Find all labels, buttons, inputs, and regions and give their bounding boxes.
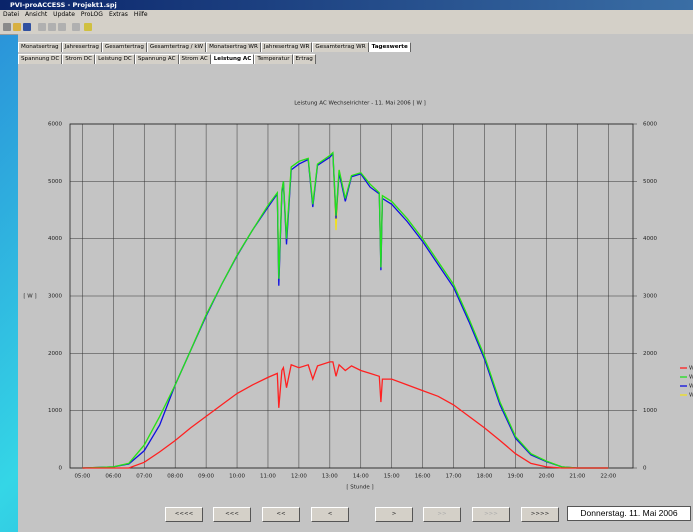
tab[interactable]: Jahresertrag <box>61 42 102 52</box>
menu-item[interactable]: ProLOG <box>80 11 103 18</box>
menu-item[interactable]: Extras <box>108 11 128 18</box>
x-tick-label: 16:00 <box>415 474 431 480</box>
legend-label: WR: 0 <box>689 384 693 390</box>
tool-icon[interactable] <box>3 23 11 31</box>
subtab[interactable]: Ertrag <box>292 54 316 64</box>
nav-button[interactable]: > <box>375 507 413 522</box>
x-tick-label: 19:00 <box>508 474 524 480</box>
tool-icon[interactable] <box>23 23 31 31</box>
x-tick-label: 10:00 <box>229 474 245 480</box>
y2-tick-label: 0 <box>643 466 647 472</box>
subtab[interactable]: Strom DC <box>62 54 96 64</box>
x-tick-label: 08:00 <box>167 474 183 480</box>
tool-icon[interactable] <box>84 23 92 31</box>
x-tick-label: 15:00 <box>384 474 400 480</box>
tool-icon[interactable] <box>72 23 80 31</box>
plot-frame <box>69 123 634 469</box>
x-tick-label: 17:00 <box>446 474 462 480</box>
y-tick-label: 4000 <box>48 236 62 242</box>
tab[interactable]: Gesamtertrag / kW <box>146 42 207 52</box>
subtab[interactable]: Spannung AC <box>134 54 179 64</box>
tab[interactable]: Tageswerte <box>368 42 411 52</box>
tool-icon[interactable] <box>48 23 56 31</box>
nav-button[interactable]: << <box>262 507 300 522</box>
nav-button: >>> <box>472 507 510 522</box>
x-tick-label: 18:00 <box>477 474 493 480</box>
nav-button[interactable]: <<<< <box>165 507 203 522</box>
legend-label: WR: 0 <box>689 366 693 372</box>
content-panel <box>18 34 693 532</box>
menu-item[interactable]: Ansicht <box>25 11 48 18</box>
series-line <box>82 151 609 469</box>
menu-item[interactable]: Update <box>53 11 75 18</box>
menu-bar: Datei Ansicht Update ProLOG Extras Hilfe <box>0 10 693 20</box>
x-tick-label: 05:00 <box>74 474 90 480</box>
date-field[interactable]: Donnerstag. 11. Mai 2006 <box>567 506 691 521</box>
y2-tick-label: 4000 <box>643 236 657 242</box>
tab[interactable]: Jahresertrag WR <box>260 42 313 52</box>
menu-item[interactable]: Hilfe <box>133 11 148 18</box>
tab[interactable]: Gesamtertrag WR <box>312 42 369 52</box>
y-tick-label: 3000 <box>48 294 62 300</box>
y-tick-label: 0 <box>59 466 63 472</box>
y-tick-label: 6000 <box>48 122 62 128</box>
y2-tick-label: 2000 <box>643 351 657 357</box>
tab-row: Monatsertrag Jahresertrag Gesamtertrag Gesa… <box>18 42 411 52</box>
subtab[interactable]: Leistung AC <box>210 54 255 64</box>
tool-icon[interactable] <box>58 23 66 31</box>
nav-button: >> <box>423 507 461 522</box>
y2-tick-label: 5000 <box>643 179 657 185</box>
subtab[interactable]: Strom AC <box>178 54 211 64</box>
subtab-row: Spannung DC Strom DC Leistung DC Spannung A… <box>18 54 316 64</box>
chart-title: Leistung AC Wechselrichter - 11. Mai 200… <box>294 101 426 107</box>
nav-button[interactable]: >>>> <box>521 507 559 522</box>
x-tick-label: 09:00 <box>198 474 214 480</box>
x-axis-label: [ Stunde ] <box>346 485 373 491</box>
nav-button[interactable]: <<< <box>213 507 251 522</box>
x-tick-label: 12:00 <box>291 474 307 480</box>
tool-icon[interactable] <box>13 23 21 31</box>
x-tick-label: 20:00 <box>538 474 554 480</box>
y-tick-label: 5000 <box>48 179 62 185</box>
title-bar: PVI-proACCESS - Projekt1.spj <box>0 0 693 10</box>
legend-label: WR: 0 <box>689 375 693 381</box>
subtab[interactable]: Temperatur <box>254 54 293 64</box>
tab[interactable]: Monatsertrag <box>18 42 62 52</box>
y2-tick-label: 1000 <box>643 408 657 414</box>
tab[interactable]: Monatsertrag WR <box>206 42 261 52</box>
x-tick-label: 07:00 <box>136 474 152 480</box>
nav-button[interactable]: < <box>311 507 349 522</box>
x-tick-label: 13:00 <box>322 474 338 480</box>
series-line <box>82 361 609 469</box>
tab[interactable]: Gesamtertrag <box>101 42 147 52</box>
y-tick-label: 2000 <box>48 351 62 357</box>
x-tick-label: 06:00 <box>105 474 121 480</box>
subtab[interactable]: Spannung DC <box>18 54 63 64</box>
legend-label: WR: 0 <box>689 393 693 399</box>
menu-item[interactable]: Datei <box>3 11 20 18</box>
y-axis-label: [ W ] <box>23 294 36 300</box>
y2-tick-label: 3000 <box>643 294 657 300</box>
x-tick-label: 11:00 <box>260 474 276 480</box>
x-tick-label: 14:00 <box>353 474 369 480</box>
tool-icon[interactable] <box>38 23 46 31</box>
x-tick-label: 22:00 <box>600 474 616 480</box>
y-tick-label: 1000 <box>48 408 62 414</box>
subtab[interactable]: Leistung DC <box>95 54 135 64</box>
series-line <box>82 152 609 469</box>
y2-tick-label: 6000 <box>643 122 657 128</box>
x-tick-label: 21:00 <box>569 474 585 480</box>
